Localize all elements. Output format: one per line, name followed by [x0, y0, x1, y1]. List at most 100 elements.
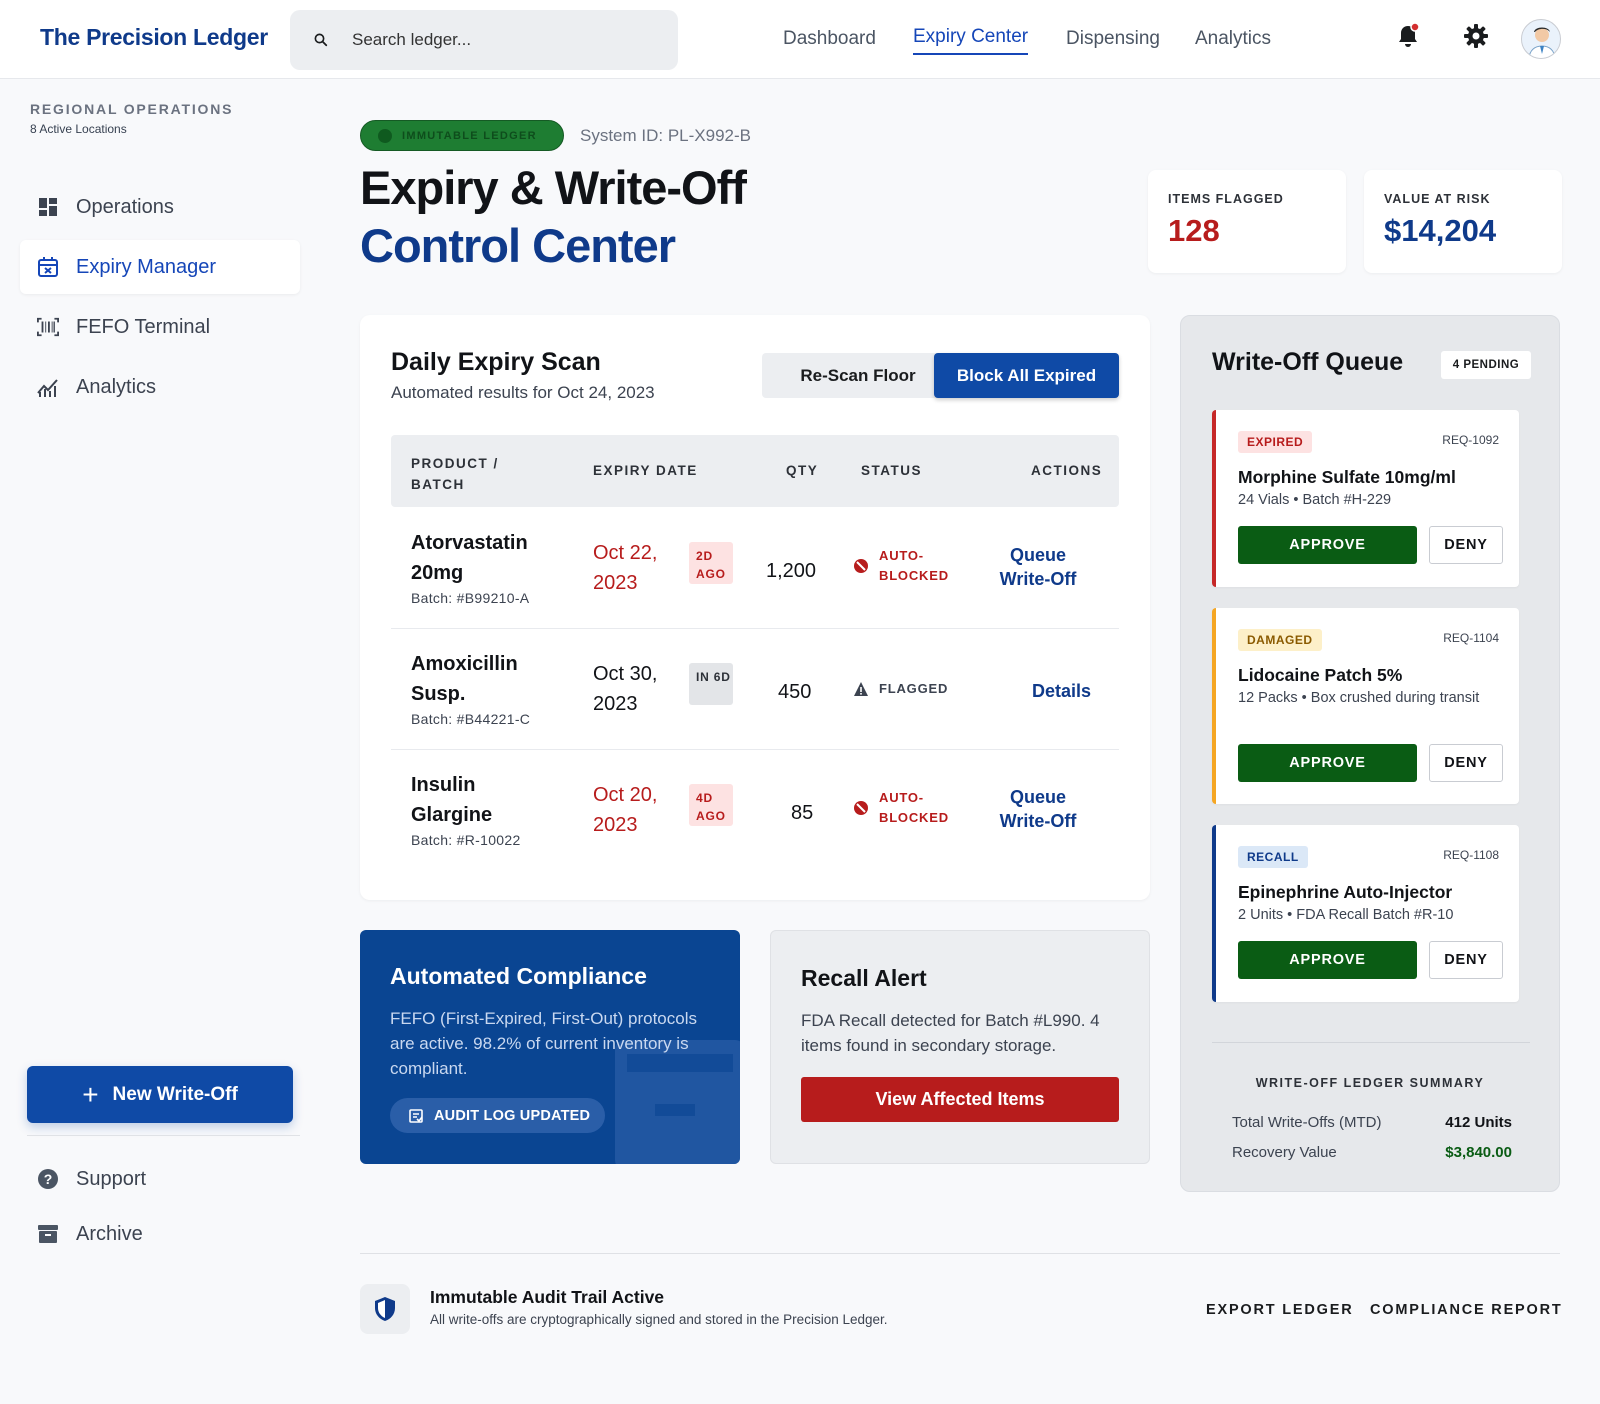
avatar[interactable] — [1521, 19, 1561, 59]
gear-icon[interactable] — [1462, 22, 1490, 50]
document-watermark-icon — [615, 1040, 740, 1164]
table-header: PRODUCT / BATCH EXPIRY DATE QTY STATUS A… — [391, 435, 1119, 507]
queue-item-name: Epinephrine Auto-Injector — [1238, 882, 1453, 902]
table-row: Insulin Glargine Batch: #R-10022 Oct 20,… — [391, 750, 1119, 871]
block-all-expired-button[interactable]: Block All Expired — [934, 353, 1119, 398]
sidebar-title: REGIONAL OPERATIONS — [30, 101, 234, 117]
summary-row-total: Total Write-Offs (MTD) 412 Units — [1232, 1114, 1512, 1131]
sidebar-item-analytics[interactable]: Analytics — [20, 360, 300, 414]
export-ledger-link[interactable]: EXPORT LEDGER — [1206, 1302, 1354, 1318]
value-at-risk-card: VALUE AT RISK $14,204 — [1364, 170, 1562, 273]
rescan-floor-button[interactable]: Re-Scan Floor — [762, 353, 954, 398]
verified-icon — [378, 128, 392, 143]
queue-write-off-link[interactable]: Queue Write-Off — [999, 787, 1077, 831]
stat-value: $14,204 — [1384, 213, 1497, 248]
audit-log-icon — [409, 1108, 423, 1123]
calendar-x-icon — [37, 256, 59, 278]
summary-label: Recovery Value — [1232, 1144, 1337, 1161]
bell-icon[interactable] — [1394, 22, 1422, 50]
chart-icon — [37, 376, 59, 398]
qty-value: 1,200 — [766, 560, 817, 582]
request-id: REQ-1108 — [1443, 848, 1499, 862]
automated-compliance-card: Automated Compliance FEFO (First-Expired… — [360, 930, 740, 1164]
shield-icon — [375, 1297, 395, 1321]
sidebar-item-label: Analytics — [76, 375, 157, 398]
expiry-date: Oct 20, 2023 — [593, 784, 658, 836]
col-product: PRODUCT / BATCH — [411, 456, 499, 492]
new-write-off-button[interactable]: + New Write-Off — [27, 1066, 293, 1123]
summary-value: $3,840.00 — [1445, 1144, 1512, 1161]
status-label: AUTO-BLOCKED — [879, 790, 949, 825]
dashboard-icon — [37, 196, 59, 218]
queue-card-damaged: DAMAGED REQ-1104 Lidocaine Patch 5% 12 P… — [1212, 608, 1519, 804]
summary-title: WRITE-OFF LEDGER SUMMARY — [1255, 1076, 1485, 1090]
audit-log-pill[interactable]: AUDIT LOG UPDATED — [390, 1098, 605, 1133]
sidebar-item-archive[interactable]: Archive — [20, 1207, 300, 1261]
queue-divider — [1212, 1042, 1530, 1043]
help-icon: ? — [37, 1168, 59, 1190]
col-status: STATUS — [861, 463, 922, 478]
nav-expiry-center[interactable]: Expiry Center — [913, 26, 1029, 55]
approve-button[interactable]: APPROVE — [1238, 941, 1417, 979]
compliance-report-link[interactable]: COMPLIANCE REPORT — [1370, 1302, 1563, 1318]
pending-badge: 4 PENDING — [1441, 351, 1531, 379]
sidebar-item-fefo-terminal[interactable]: FEFO Terminal — [20, 300, 300, 354]
footer-title: Immutable Audit Trail Active — [430, 1287, 665, 1307]
sidebar-item-support[interactable]: ? Support — [20, 1152, 300, 1206]
nav-analytics[interactable]: Analytics — [1195, 28, 1272, 49]
scan-title: Daily Expiry Scan — [391, 348, 601, 376]
nav-dashboard[interactable]: Dashboard — [783, 28, 876, 49]
col-qty: QTY — [786, 463, 819, 478]
sidebar-item-label: FEFO Terminal — [76, 315, 211, 338]
queue-item-desc: 2 Units • FDA Recall Batch #R-10 — [1238, 907, 1454, 923]
queue-item-name: Morphine Sulfate 10mg/ml — [1238, 467, 1456, 487]
sidebar-subtitle: 8 Active Locations — [30, 122, 127, 136]
deny-button[interactable]: DENY — [1429, 526, 1503, 564]
approve-button[interactable]: APPROVE — [1238, 526, 1417, 564]
status-label: FLAGGED — [879, 681, 949, 696]
view-affected-items-button[interactable]: View Affected Items — [801, 1077, 1119, 1122]
queue-title: Write-Off Queue — [1212, 348, 1404, 376]
expiry-tag: IN 6D — [689, 663, 733, 705]
plus-icon: + — [82, 1078, 99, 1110]
deny-button[interactable]: DENY — [1429, 744, 1503, 782]
page-title: Expiry & Write-Off — [360, 161, 747, 214]
footer-divider — [360, 1253, 1560, 1254]
queue-card-recall: RECALL REQ-1108 Epinephrine Auto-Injecto… — [1212, 825, 1519, 1002]
nav-dispensing[interactable]: Dispensing — [1066, 28, 1160, 49]
product-name: Atorvastatin 20mg — [411, 532, 528, 584]
stat-label: VALUE AT RISK — [1384, 192, 1491, 206]
deny-button[interactable]: DENY — [1429, 941, 1503, 979]
status-auto-blocked: AUTO-BLOCKED — [853, 546, 959, 586]
table-row: Amoxicillin Susp. Batch: #B44221-C Oct 3… — [391, 629, 1119, 750]
approve-button[interactable]: APPROVE — [1238, 744, 1417, 782]
status-badge: EXPIRED — [1238, 431, 1313, 453]
queue-item-desc: 24 Vials • Batch #H-229 — [1238, 492, 1392, 508]
queue-item-name: Lidocaine Patch 5% — [1238, 665, 1403, 685]
sidebar-item-expiry-manager[interactable]: Expiry Manager — [20, 240, 300, 294]
recall-description: FDA Recall detected for Batch #L990. 4 i… — [801, 1011, 1100, 1055]
product-batch: Batch: #B99210-A — [411, 590, 530, 606]
page-title-accent: Control Center — [360, 219, 676, 272]
queue-write-off-link[interactable]: Queue Write-Off — [999, 545, 1077, 589]
status-badge: DAMAGED — [1238, 629, 1322, 651]
product-batch: Batch: #R-10022 — [411, 832, 521, 848]
sidebar-item-operations[interactable]: Operations — [20, 180, 300, 234]
search-icon — [314, 33, 328, 47]
warning-icon — [854, 682, 868, 696]
audit-log-label: AUDIT LOG UPDATED — [434, 1107, 591, 1124]
summary-row-recovery: Recovery Value $3,840.00 — [1232, 1144, 1512, 1161]
top-bar: The Precision Ledger Dashboard Expiry Ce… — [0, 0, 1600, 79]
qty-value: 85 — [791, 802, 814, 824]
footer-shield-container — [360, 1284, 410, 1334]
search-input[interactable] — [352, 10, 662, 70]
write-off-queue-panel: Write-Off Queue 4 PENDING EXPIRED REQ-10… — [1180, 315, 1560, 1192]
items-flagged-card: ITEMS FLAGGED 128 — [1148, 170, 1346, 273]
brand-logo[interactable]: The Precision Ledger — [40, 24, 268, 50]
request-id: REQ-1104 — [1443, 631, 1499, 645]
queue-card-expired: EXPIRED REQ-1092 Morphine Sulfate 10mg/m… — [1212, 410, 1519, 587]
sidebar-item-label: Expiry Manager — [76, 255, 217, 278]
details-link[interactable]: Details — [1031, 681, 1091, 701]
sidebar-divider — [27, 1135, 300, 1136]
new-write-off-label: New Write-Off — [112, 1083, 238, 1105]
